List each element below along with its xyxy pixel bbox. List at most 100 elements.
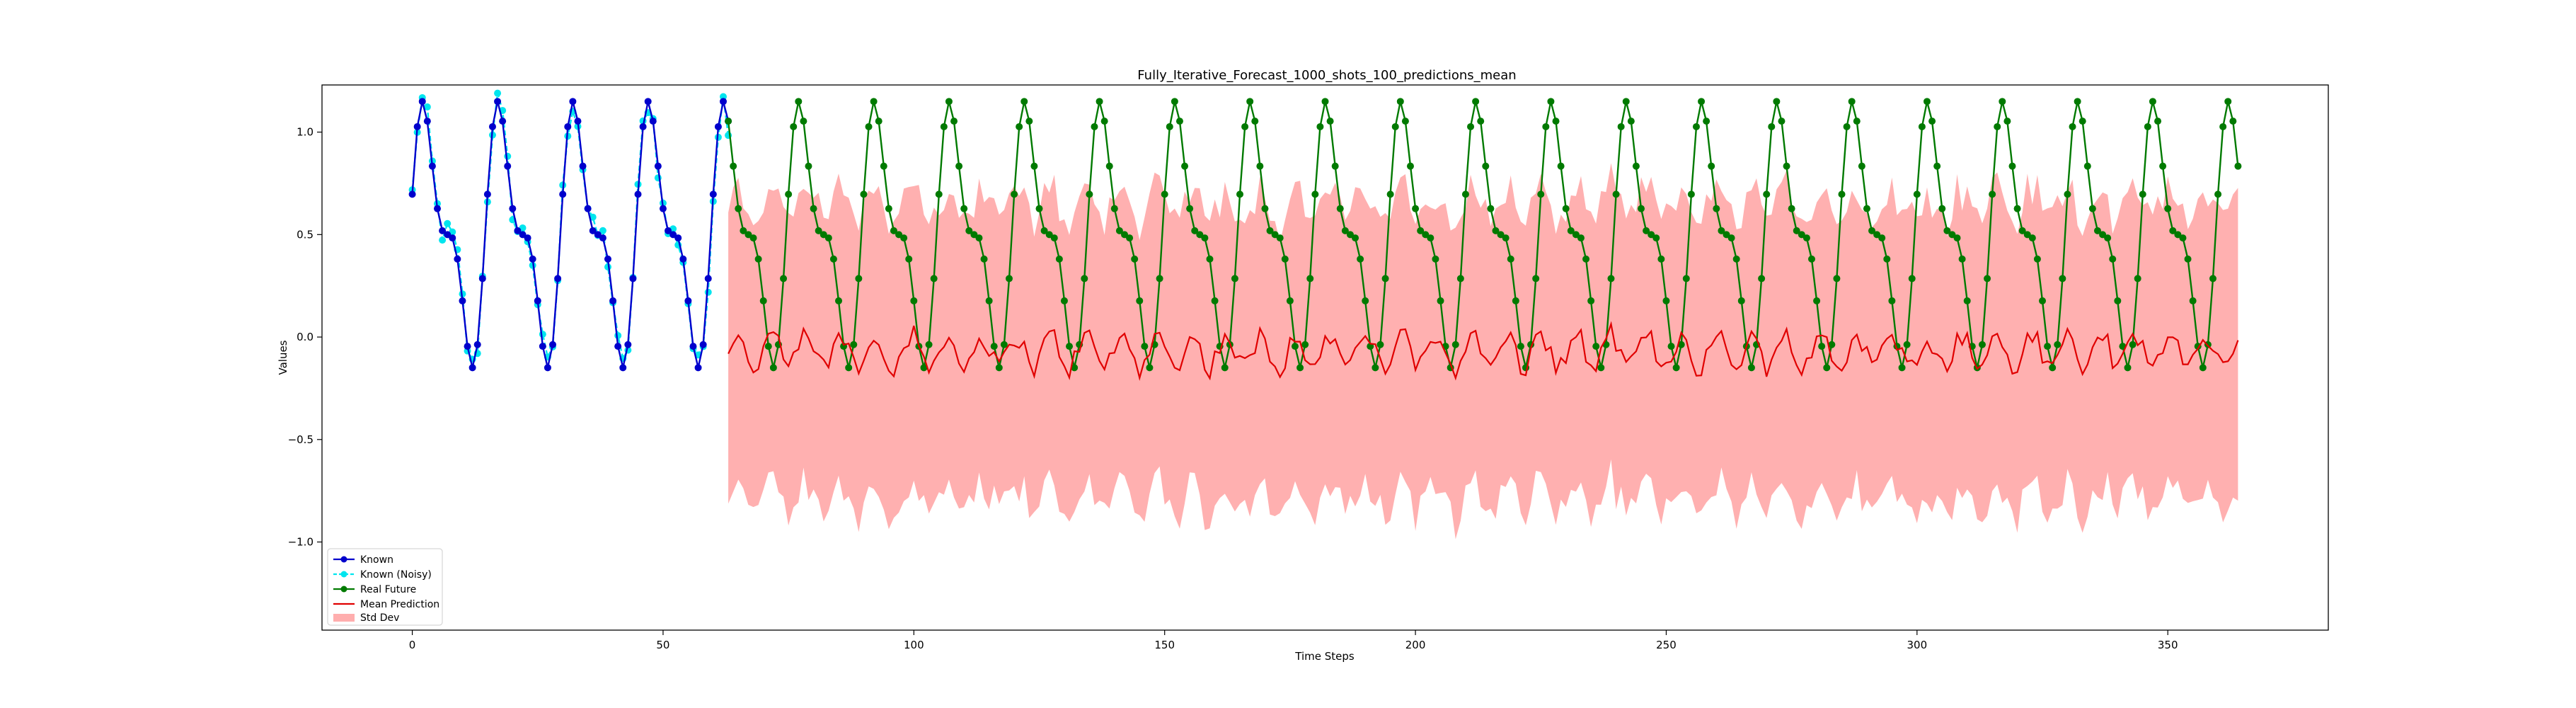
real-future-point [1166,122,1173,130]
real-future-point [1336,205,1344,212]
known-point [434,205,442,212]
real-future-point [1236,190,1244,198]
legend-noisy-label: Known (Noisy) [360,569,432,581]
real-future-point [2169,227,2177,234]
x-axis-title: Time Steps [1294,650,1355,663]
real-future-point [1687,190,1695,198]
real-future-point [1898,364,1906,372]
real-future-point [1788,205,1795,212]
real-future-point [754,255,762,263]
real-future-point [1567,227,1575,234]
real-future-point [1698,98,1706,105]
known-noisy-point [494,89,502,97]
real-future-point [1768,122,1776,130]
real-future-point [759,297,767,304]
real-future-point [1040,227,1048,234]
y-axis-title: Values [277,340,289,375]
known-point [519,231,527,239]
real-future-point [1747,364,1755,372]
real-future-point [1978,341,1986,348]
known-point [674,234,682,242]
real-future-point [2134,275,2141,282]
real-future-point [1391,122,1399,130]
real-future-point [860,190,868,198]
real-future-point [1386,190,1394,198]
real-future-point [1723,231,1730,239]
real-future-point [1597,364,1605,372]
real-future-point [1437,297,1444,304]
real-future-point [780,275,788,282]
real-future-point [1557,162,1565,170]
x-tick-label: 250 [1656,639,1677,651]
known-point [569,98,577,105]
real-future-point [2199,364,2207,372]
real-future-point [1412,205,1420,212]
real-future-point [1783,162,1790,170]
real-future-point [1256,162,1264,170]
real-future-point [895,231,903,239]
known-point [488,122,496,130]
real-future-point [1086,190,1093,198]
real-future-point [790,122,798,130]
known-point [549,341,557,348]
real-future-point [1552,118,1560,125]
known-point [584,205,592,212]
real-future-point [2189,297,2197,304]
known-point [594,231,602,239]
known-point [428,162,436,170]
real-future-point [970,231,978,239]
real-future-point [1813,297,1821,304]
real-future-point [1071,364,1079,372]
real-future-point [940,122,948,130]
real-future-point [1727,234,1735,242]
real-future-point [1984,275,1991,282]
real-future-point [1035,205,1043,212]
known-point [589,227,597,234]
real-future-point [1201,234,1209,242]
real-future-point [930,275,938,282]
real-future-point [1994,122,2001,130]
known-point [494,98,502,105]
real-future-point [1060,297,1068,304]
real-future-point [1011,190,1018,198]
real-future-point [1953,234,1961,242]
real-future-point [2149,98,2156,105]
real-future-point [1316,122,1324,130]
real-future-point [2099,231,2107,239]
real-future-point [1507,255,1514,263]
real-future-point [1276,234,1284,242]
legend-known-label: Known [360,554,393,566]
real-future-point [1020,98,1028,105]
real-future-point [1055,255,1063,263]
real-future-point [1818,343,1826,350]
legend-future-label: Real Future [360,584,416,595]
y-tick-label: 0.0 [297,331,314,343]
known-point [629,275,637,282]
real-future-point [2044,343,2052,350]
real-future-point [1718,227,1725,234]
known-point [684,297,692,304]
real-future-point [2209,275,2216,282]
axes-frame [321,84,2329,631]
real-future-point [1933,162,1941,170]
real-future-point [1863,205,1870,212]
legend-future-marker [340,586,347,593]
known-point [609,297,617,304]
real-future-point [1802,234,1810,242]
real-future-point [1081,275,1088,282]
real-future-point [1587,297,1595,304]
real-future-point [1362,297,1369,304]
known-point [649,118,657,125]
real-future-point [885,205,892,212]
real-future-point [935,190,943,198]
real-future-point [2018,227,2026,234]
real-future-point [2059,275,2066,282]
real-future-point [1045,231,1053,239]
x-tick-label: 200 [1405,639,1426,651]
real-future-point [1311,190,1319,198]
y-tick-label: −0.5 [288,433,314,446]
real-future-point [1617,122,1625,130]
real-future-point [1828,341,1836,348]
real-future-point [1422,231,1430,239]
